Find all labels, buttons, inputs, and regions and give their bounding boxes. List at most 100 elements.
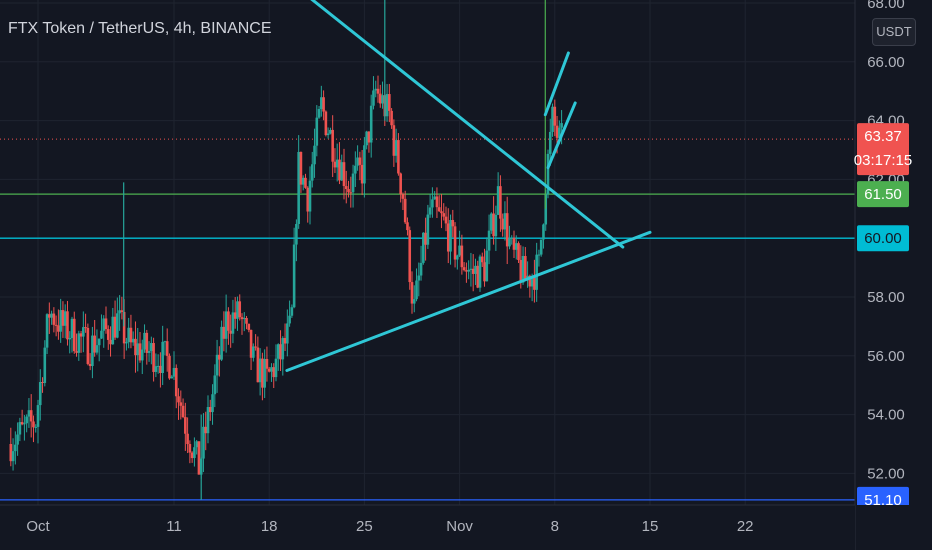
candle-body	[485, 250, 489, 282]
candle-body	[392, 125, 396, 156]
candle-body	[100, 330, 103, 339]
candle-body	[82, 327, 85, 337]
candle-body	[451, 219, 455, 227]
candle-body	[512, 238, 516, 250]
candle-body	[36, 405, 40, 427]
candle-body	[154, 366, 158, 372]
candle-body	[172, 367, 176, 377]
candle-body	[551, 106, 554, 132]
candle-body	[558, 127, 561, 138]
candle-body	[533, 275, 536, 290]
price-tick-label: 68.00	[867, 0, 905, 12]
candle-body	[501, 218, 504, 230]
candle-body	[487, 230, 491, 251]
candle-body	[52, 313, 56, 325]
candle-body	[256, 347, 260, 383]
candle-body	[197, 441, 201, 475]
candle-body	[240, 317, 244, 320]
candle-body	[299, 151, 303, 185]
candle-body	[208, 407, 212, 413]
candle-body	[18, 422, 22, 435]
candle-body	[113, 316, 117, 338]
candle-body	[426, 214, 430, 245]
candle-body	[360, 164, 364, 184]
candle-body	[537, 254, 541, 256]
candle-body	[471, 268, 475, 274]
currency-unit-button[interactable]: USDT	[872, 18, 916, 46]
candle-body	[310, 164, 314, 181]
candle-body	[16, 434, 19, 445]
candle-body	[75, 351, 78, 353]
candle-body	[288, 315, 291, 324]
price-tick-label: 56.00	[867, 348, 905, 365]
candle-body	[376, 88, 380, 94]
candle-body	[424, 232, 427, 245]
candle-body	[517, 243, 520, 260]
candle-body	[365, 131, 368, 146]
candle-body	[147, 351, 151, 353]
candle-body	[150, 343, 153, 352]
last-price-tag-text: 63.37	[864, 128, 902, 145]
candle-body	[406, 222, 409, 231]
candle-body	[174, 367, 178, 397]
candle-body	[102, 318, 106, 331]
candle-body	[14, 444, 17, 452]
candle-body	[163, 341, 167, 343]
candle-body	[188, 444, 192, 453]
candle-body	[431, 199, 434, 208]
candle-body	[358, 157, 362, 165]
candle-body	[261, 358, 264, 388]
candle-body	[446, 223, 450, 252]
candle-body	[442, 213, 446, 217]
candle-body	[249, 329, 253, 358]
candle-body	[428, 207, 432, 215]
candle-body	[165, 341, 169, 356]
candle-body	[66, 311, 69, 340]
candle-body	[367, 131, 371, 143]
symbol-title: FTX Token / TetherUS, 4h, BINANCE	[8, 20, 272, 37]
candle-body	[156, 365, 160, 367]
trendline	[543, 51, 570, 117]
candle-body	[304, 177, 307, 188]
candle-body	[50, 313, 53, 318]
price-axis[interactable]: 52.0054.0056.0058.0060.0062.0064.0066.00…	[854, 0, 932, 550]
candle-body	[68, 338, 72, 340]
candle-body	[265, 358, 269, 369]
candle-body	[542, 224, 545, 240]
last-price-tag-text: 03:17:15	[854, 152, 912, 169]
candle-body	[111, 316, 115, 345]
candle-body	[548, 131, 552, 154]
cyan-level-tag-bg	[857, 225, 909, 252]
time-tick-label: Oct	[26, 518, 50, 535]
candle-body	[202, 426, 205, 459]
candle-body	[469, 268, 473, 270]
green-level-tag-text: 61.50	[864, 186, 902, 203]
candle-body	[242, 318, 246, 320]
candle-body	[458, 245, 461, 256]
candle-body	[168, 355, 171, 379]
candle-body	[415, 280, 418, 300]
candle-body	[329, 129, 332, 134]
candle-body	[70, 318, 74, 339]
candle-body	[204, 426, 208, 434]
candle-body	[104, 318, 108, 330]
candle-body	[340, 162, 344, 181]
candle-body	[514, 243, 518, 250]
time-axis[interactable]: Oct 11 18 25 Nov 8 15 22	[0, 504, 855, 550]
last-price-tag-bg	[857, 123, 909, 176]
time-tick-label: 8	[551, 518, 559, 535]
candle-body	[206, 407, 210, 434]
time-tick-label: 15	[642, 518, 659, 535]
candle-body	[106, 329, 110, 340]
candle-body	[292, 244, 296, 308]
candle-body	[476, 265, 480, 288]
candle-body	[136, 343, 140, 356]
candle-body	[508, 238, 511, 247]
candle-body	[521, 255, 525, 283]
candle-body	[539, 239, 543, 255]
candle-body	[109, 339, 112, 345]
candle-body	[20, 422, 24, 425]
candle-body	[490, 213, 493, 231]
candle-body	[317, 109, 321, 118]
